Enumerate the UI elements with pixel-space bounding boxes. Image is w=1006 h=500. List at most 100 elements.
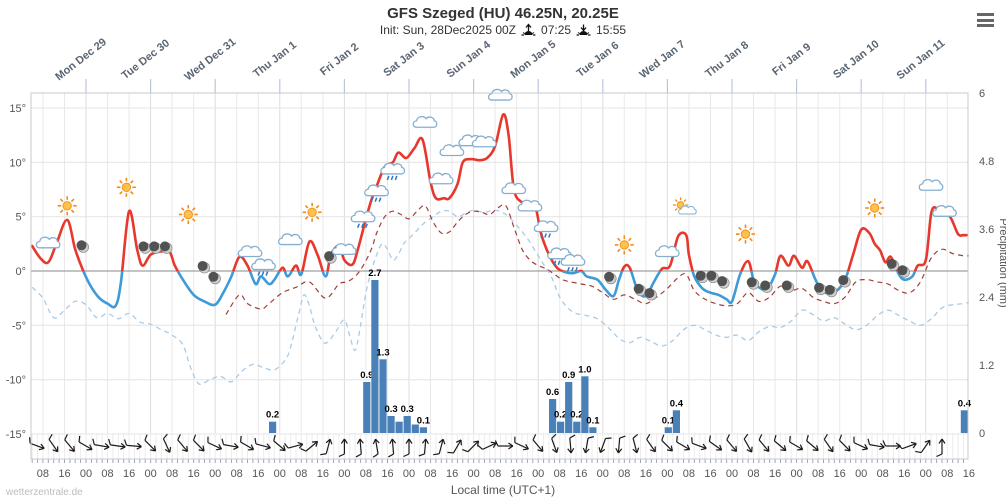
wind-barb (254, 437, 271, 451)
precip-bar-label: 0.9 (562, 370, 575, 381)
precip-bar-label: 0.9 (360, 370, 373, 381)
hour-label: 16 (834, 468, 846, 480)
precip-bar-label: 0.6 (546, 387, 559, 398)
temp-axis-label: -5° (12, 320, 26, 332)
wind-barb (177, 434, 188, 452)
temp-axis-label: 5° (15, 212, 26, 224)
wind-barb (48, 433, 59, 453)
precip-bar (403, 416, 411, 433)
wind-barb (447, 439, 462, 454)
day-label: Tue Jan 6 (575, 40, 622, 80)
precip-bar-label: 0.1 (417, 415, 431, 426)
menu-bar (977, 24, 994, 27)
precip-bar-label: 1.3 (376, 347, 389, 358)
day-label: Sat Jan 3 (381, 40, 426, 79)
moon-icon (760, 280, 773, 293)
wind-barb (192, 434, 205, 452)
chart-context-menu-button[interactable] (977, 13, 994, 30)
precip-axis-label: 0 (979, 428, 985, 440)
moon-icon (76, 240, 89, 253)
cloud-icon (331, 243, 357, 256)
hour-label: 16 (963, 468, 975, 480)
moon-icon (886, 258, 900, 272)
wind-barb (708, 435, 723, 451)
hour-label: 08 (295, 468, 307, 480)
wind-barb (936, 438, 946, 458)
hour-label: 16 (381, 468, 393, 480)
hour-label: 08 (424, 468, 436, 480)
raincloud-icon (364, 184, 389, 202)
precip-bar-label: 1.0 (578, 364, 591, 375)
cloud-icon (412, 115, 438, 128)
day-label: Mon Jan 5 (508, 38, 558, 81)
wind-barb (615, 435, 626, 454)
hour-label: 00 (144, 468, 156, 480)
moon-icon (838, 275, 851, 288)
wind-barb (162, 433, 172, 453)
cloud-icon (654, 245, 680, 258)
hour-label: 16 (575, 468, 587, 480)
cloud-icon (277, 233, 303, 246)
cloud-icon (517, 199, 543, 212)
hour-label: 16 (252, 468, 264, 480)
precip-bar-label: 0.4 (670, 398, 684, 409)
wind-barb (64, 434, 75, 452)
hour-label: 08 (166, 468, 178, 480)
sun-icon (116, 177, 136, 197)
day-label: Tue Dec 30 (119, 37, 172, 82)
wind-barb (806, 434, 819, 452)
sunrise-time: 07:25 (541, 23, 572, 37)
wind-barb (897, 441, 917, 450)
precip-bar (419, 427, 427, 433)
precip-bar-label: 0.1 (586, 415, 600, 426)
watermark: wetterzentrale.de (6, 487, 83, 498)
precip-bar-label: 0.4 (958, 398, 972, 409)
cloud-icon (487, 88, 513, 101)
wind-barb (338, 438, 348, 458)
wind-barb (418, 438, 429, 457)
hour-label: 08 (941, 468, 953, 480)
precip-axis-label: 4.8 (979, 156, 994, 168)
moon-icon (633, 283, 647, 297)
precip-axis-label: 1.2 (979, 360, 994, 372)
hour-label: 00 (80, 468, 92, 480)
wind-barb (108, 438, 126, 450)
wind-barb (92, 438, 110, 450)
wind-barb (494, 440, 514, 450)
sun-icon (736, 224, 755, 244)
wind-barb (567, 434, 576, 454)
wind-barb (355, 438, 364, 458)
hour-label: 16 (123, 468, 135, 480)
day-label: Thu Jan 8 (703, 39, 751, 80)
hour-label: 00 (790, 468, 802, 480)
precip-bar (581, 376, 589, 433)
wind-barb (372, 438, 380, 458)
moon-icon (208, 271, 221, 285)
moon-icon (324, 251, 337, 264)
wind-barb (789, 435, 804, 451)
init-label: Init: Sun, 28Dec2025 00Z (379, 23, 517, 37)
x-axis-title: Local time (UTC+1) (450, 483, 556, 497)
moon-icon (138, 241, 151, 254)
precip-bar (573, 421, 581, 433)
wind-barb (283, 441, 304, 449)
hour-label: 16 (188, 468, 200, 480)
wind-barb (853, 436, 869, 451)
hour-label: 08 (618, 468, 630, 480)
hour-label: 00 (403, 468, 415, 480)
day-label: Wed Dec 31 (182, 36, 238, 83)
temp-axis-label: 15° (9, 103, 26, 115)
wind-barb (726, 434, 738, 452)
hour-label: 08 (683, 468, 695, 480)
hour-label: 00 (209, 468, 221, 480)
wind-barb (646, 433, 656, 453)
moon-icon (897, 265, 910, 278)
precip-bar-label: 0.3 (384, 404, 397, 415)
hour-label: 08 (231, 468, 243, 480)
day-label: Fri Jan 2 (318, 41, 361, 78)
hour-label: 16 (704, 468, 716, 480)
precip-bar-label: 0.2 (266, 410, 279, 421)
raincloud-icon (251, 258, 276, 276)
precip-bar (565, 382, 573, 433)
